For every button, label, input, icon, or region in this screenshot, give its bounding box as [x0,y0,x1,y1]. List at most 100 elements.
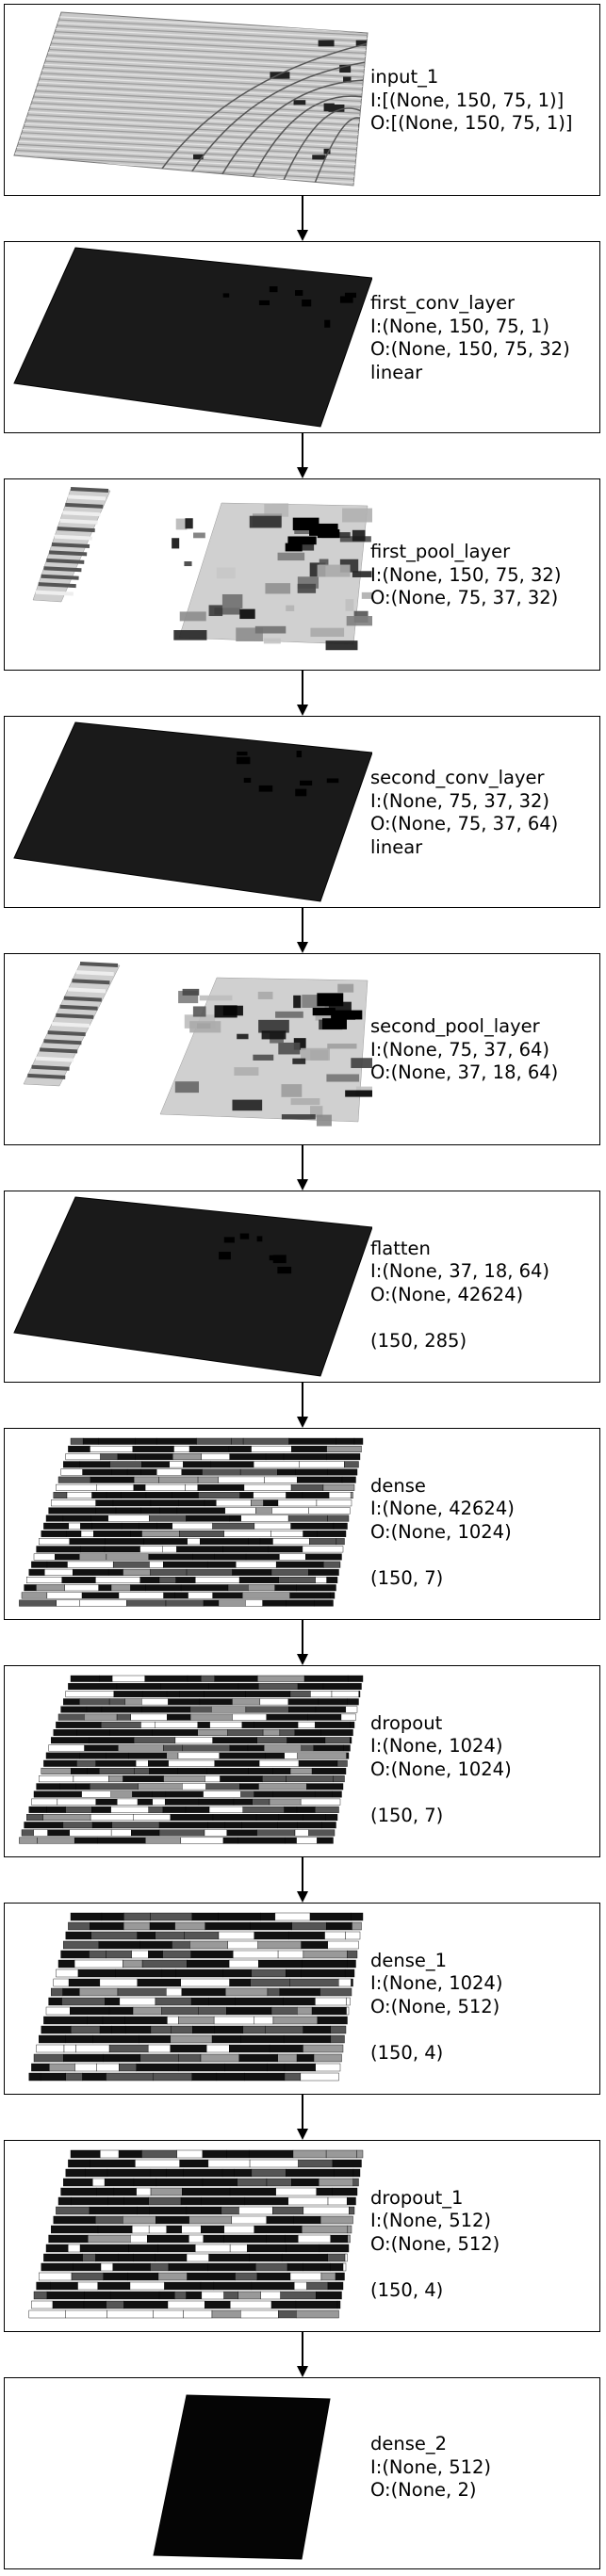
layer-visual-shape: (150, 4) [370,2278,444,2301]
layer-node-second-conv-layer: second_conv_layer I:(None, 75, 37, 32) O:(… [4,716,600,908]
arrow-line [302,196,303,232]
layer-node-dropout: dropout I:(None, 1024) O:(None, 1024) (150,… [4,1665,600,1857]
arrow-line [302,2095,303,2130]
layer-visual-shape: (150, 7) [370,1804,444,1826]
layer-output-shape: O:(None, 42624) [370,1283,524,1305]
layer-node-dense-1: dense_1 I:(None, 1024) O:(None, 512) (150, … [4,1903,600,2095]
arrow-line [302,1383,303,1418]
layer-node-first-conv-layer: first_conv_layer I:(None, 150, 75, 1) O:(N… [4,241,600,433]
layer-visual-shape: (150, 7) [370,1566,444,1589]
layer-input-shape: I:[(None, 150, 75, 1)] [370,89,565,111]
layer-output-shape: O:(None, 512) [370,2232,500,2255]
layer-labels: first_pool_layer I:(None, 150, 75, 32) O:(… [370,541,561,610]
layer-node-flatten: flatten I:(None, 37, 18, 64) O:(None, 4262… [4,1191,600,1383]
layer-name: second_pool_layer [370,1015,540,1038]
arrow-head-icon [297,942,308,953]
layer-name: input_1 [370,66,439,89]
layer-visualization-shape [13,721,372,902]
arrow-head-icon [297,1891,308,1903]
arrow-head-icon [297,230,308,241]
layer-node-dense: dense I:(None, 42624) O:(None, 1024) (150, … [4,1428,600,1620]
arrow-line [302,433,303,469]
layer-output-shape: O:(None, 512) [370,1995,500,2017]
layer-visualization-shape [23,962,372,1126]
flow-arrow [297,1145,308,1191]
spacer [370,1781,512,1805]
layer-node-second-pool-layer: second_pool_layer I:(None, 75, 37, 64) O:(… [4,953,600,1145]
layer-visualization-shape [13,11,369,186]
layer-output-shape: O:(None, 37, 18, 64) [370,1061,559,1084]
spacer [370,1544,515,1567]
layer-labels: second_pool_layer I:(None, 75, 37, 64) O:(… [370,1015,558,1085]
arrow-head-icon [297,467,308,478]
layer-labels: first_conv_layer I:(None, 150, 75, 1) O:(N… [370,292,570,384]
layer-visualization-shape [28,1912,364,2082]
layer-node-first-pool-layer: first_pool_layer I:(None, 150, 75, 32) O:(… [4,478,600,671]
layer-visualization-shape [32,487,372,651]
layer-node-input-1: input_1 I:[(None, 150, 75, 1)] O:[(None, 1… [4,4,600,196]
arrow-head-icon [297,2129,308,2140]
flow-arrow [297,671,308,716]
arrow-line [302,1145,303,1181]
layer-name: first_conv_layer [370,292,516,314]
layer-labels: dropout_1 I:(None, 512) O:(None, 512) (150,… [370,2187,500,2303]
layer-labels: flatten I:(None, 37, 18, 64) O:(None, 4262… [370,1238,549,1353]
layer-name: second_conv_layer [370,767,545,788]
arrow-head-icon [297,705,308,716]
arrow-head-icon [297,1179,308,1191]
layer-visual-shape: (150, 285) [370,1329,467,1352]
layer-name: dense_1 [370,1949,448,1971]
flow-arrow [297,1620,308,1665]
layer-labels: dense_1 I:(None, 1024) O:(None, 512) (150, … [370,1950,502,2066]
layer-input-shape: I:(None, 1024) [370,1735,503,1758]
layer-activation: linear [370,835,423,858]
layer-labels: dense I:(None, 42624) O:(None, 1024) (150, … [370,1475,515,1591]
layer-visualization-shape [19,1437,364,1607]
arrow-line [302,908,303,944]
layer-visualization [13,11,369,186]
spacer [370,2018,502,2042]
arrow-line [302,1857,303,1893]
layer-visualization-shape [153,2394,331,2560]
layer-labels: input_1 I:[(None, 150, 75, 1)] O:[(None, 1… [370,66,573,136]
layer-visualization [13,247,372,428]
layer-visualization [19,1437,364,1607]
layer-visualization [23,962,372,1126]
layer-labels: dense_2 I:(None, 512) O:(None, 2) [370,2433,491,2503]
layer-output-shape: O:(None, 75, 37, 64) [370,813,559,834]
layer-labels: dropout I:(None, 1024) O:(None, 1024) (150,… [370,1712,512,1828]
layer-input-shape: I:(None, 37, 18, 64) [370,1260,550,1283]
arrow-head-icon [297,1654,308,1665]
layer-node-dense-2: dense_2 I:(None, 512) O:(None, 2) [4,2377,600,2569]
layer-name: dropout [370,1711,443,1734]
layer-visualization [13,721,372,902]
arrow-head-icon [297,2366,308,2377]
layer-output-shape: O:(None, 1024) [370,1520,512,1543]
layer-visualization-shape [19,1675,364,1844]
layer-visualization [28,2149,364,2319]
layer-activation: linear [370,361,423,383]
layer-input-shape: I:(None, 1024) [370,1972,503,1995]
layer-output-shape: O:(None, 75, 37, 32) [370,587,559,609]
arrow-line [302,1620,303,1656]
arrow-head-icon [297,1417,308,1428]
layer-visualization-shape [13,1196,372,1377]
layer-output-shape: O:(None, 1024) [370,1758,512,1780]
layer-input-shape: I:(None, 512) [370,2210,492,2232]
layer-input-shape: I:(None, 512) [370,2455,492,2478]
layer-output-shape: O:[(None, 150, 75, 1)] [370,112,573,135]
layer-name: dense [370,1474,426,1497]
layer-node-dropout-1: dropout_1 I:(None, 512) O:(None, 512) (150,… [4,2140,600,2332]
flow-arrow [297,2332,308,2377]
flow-arrow [297,1857,308,1903]
arrow-line [302,671,303,706]
layer-visualization-shape [28,2149,364,2319]
layer-name: dense_2 [370,2433,448,2454]
layer-visualization [13,1196,372,1377]
arrow-line [302,2332,303,2368]
spacer [370,1306,549,1330]
layer-input-shape: I:(None, 42624) [370,1498,515,1520]
flow-arrow [297,2095,308,2140]
layer-input-shape: I:(None, 150, 75, 1) [370,315,550,337]
layer-visualization [28,1912,364,2082]
